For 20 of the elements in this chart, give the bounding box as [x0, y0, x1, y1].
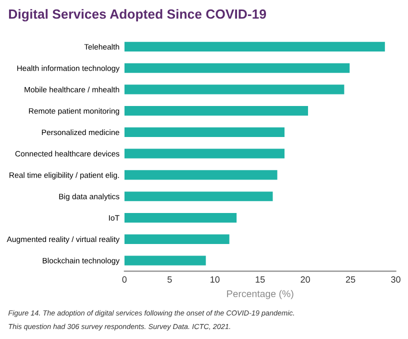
x-tick-label: 10 [210, 276, 220, 283]
bar [124, 170, 278, 180]
x-tick-label: 15 [256, 276, 265, 283]
x-tick-label: 5 [168, 276, 172, 283]
x-tick-label: 30 [391, 276, 400, 283]
bar [124, 84, 344, 94]
bar [124, 42, 385, 52]
bar [124, 127, 285, 138]
bar [124, 192, 273, 202]
bar [124, 256, 206, 266]
bar [124, 212, 237, 223]
bar [124, 234, 230, 244]
x-tick-label: 25 [346, 276, 356, 283]
bar [124, 148, 285, 158]
x-tick-label: 0 [122, 276, 127, 283]
bar [124, 63, 350, 73]
chart-title: Digital Services Adopted Since COVID-19 [9, 9, 266, 22]
x-axis-title: Percentage (%) [227, 290, 294, 300]
x-tick-label: 20 [300, 276, 310, 283]
bar [124, 106, 308, 116]
